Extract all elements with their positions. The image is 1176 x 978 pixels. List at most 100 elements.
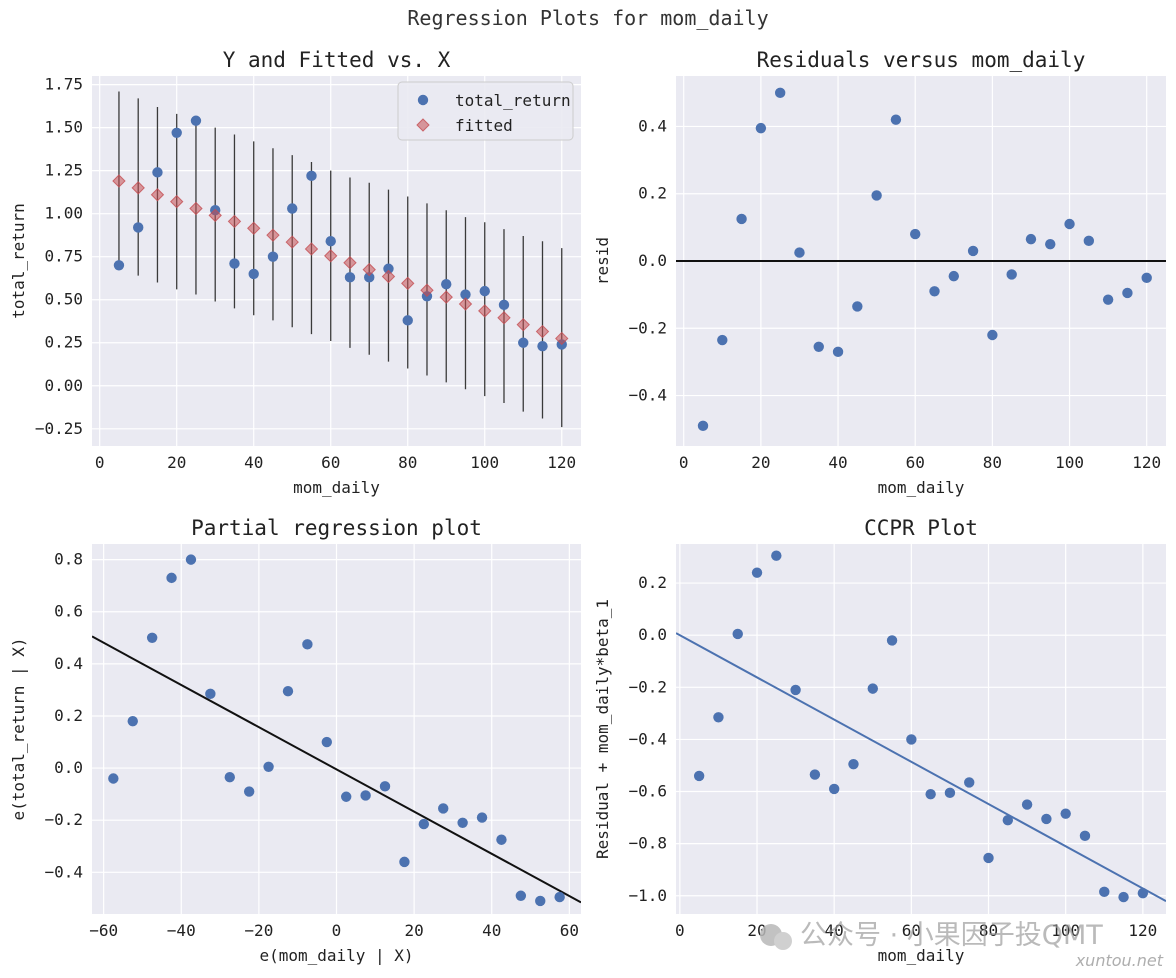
subplot-title: Partial regression plot — [191, 516, 482, 540]
data-point-fitted — [458, 297, 473, 311]
data-point — [964, 777, 975, 788]
data-point-fitted — [189, 201, 203, 216]
data-point — [127, 715, 138, 727]
data-point — [1122, 287, 1133, 299]
data-point — [1064, 218, 1075, 230]
data-point-total-return — [306, 170, 317, 182]
data-point-total-return — [537, 340, 548, 352]
data-point-fitted — [535, 324, 550, 339]
data-point-total-return — [344, 272, 356, 283]
y-tick-label: −0.4 — [628, 386, 667, 405]
data-point — [205, 688, 216, 700]
subplot-3: −60 −40 −20 0 20 40 60 −0.4 −0.2 0.0 0.2 0.4 0.6 0.8 P… — [9, 516, 581, 965]
y-tick-label: −1.0 — [628, 886, 667, 905]
data-point — [302, 639, 313, 650]
data-point — [732, 628, 743, 640]
data-point — [496, 834, 507, 845]
x-tick-label: 0 — [95, 453, 105, 472]
x-tick-label: 60 — [902, 921, 921, 940]
y-tick-label: 0.2 — [638, 184, 667, 203]
data-point-fitted — [112, 174, 126, 188]
y-tick-label: −0.25 — [35, 419, 83, 438]
y-tick-label: 0.50 — [44, 290, 83, 309]
x-tick-label: 100 — [1055, 453, 1084, 472]
subplot-panels: 0 20 40 60 80 100 120−0.250.000.250.500.751.00… — [9, 48, 1166, 965]
legend-label: fitted — [455, 116, 513, 135]
legend-marker-total-return — [417, 94, 429, 106]
legend-label: total_return — [455, 91, 571, 110]
legend-marker-fitted — [416, 118, 430, 132]
data-point-fitted — [555, 331, 569, 346]
data-point — [1060, 808, 1071, 819]
subplot-2: 0 20 40 60 80 100 120 −0.4 −0.2 0.0 0.2 0.4 Residual… — [593, 48, 1166, 497]
data-point-total-return — [402, 315, 413, 326]
data-point — [438, 803, 449, 814]
data-point — [1021, 799, 1033, 810]
data-point — [379, 781, 391, 792]
data-point — [1006, 269, 1017, 280]
data-point — [185, 554, 197, 565]
data-point — [1041, 813, 1052, 825]
data-point — [713, 712, 724, 723]
data-point-total-return — [267, 251, 279, 262]
data-point — [771, 550, 782, 561]
data-point-fitted — [247, 221, 261, 236]
data-point — [751, 567, 763, 578]
data-point-total-return — [498, 299, 510, 311]
data-point-fitted — [170, 194, 184, 209]
data-point — [790, 684, 801, 696]
x-axis-label: e(mom_daily | X) — [259, 946, 413, 965]
y-tick-label: 0.4 — [54, 654, 83, 673]
y-tick-label: 0.6 — [54, 602, 83, 621]
plot-area — [676, 544, 1166, 914]
fit-line — [676, 632, 1166, 903]
y-tick-label: 0.00 — [44, 376, 83, 395]
y-tick-label: 1.75 — [44, 75, 83, 94]
data-point — [341, 791, 352, 802]
data-point — [987, 329, 998, 341]
data-point-fitted — [343, 256, 357, 270]
data-point — [1002, 814, 1014, 826]
figure-suptitle: Regression Plots for mom_daily — [407, 6, 768, 30]
y-axis-label: total_return — [9, 203, 28, 319]
x-tick-label: 100 — [1051, 921, 1080, 940]
data-point — [983, 852, 994, 864]
data-point — [1079, 830, 1091, 842]
x-axis-label: mom_daily — [293, 478, 380, 497]
data-point-total-return — [229, 258, 240, 269]
y-tick-label: 1.00 — [44, 204, 83, 223]
data-point — [282, 686, 294, 697]
plot-content — [676, 87, 1166, 432]
data-point — [886, 635, 898, 646]
data-point-fitted — [439, 290, 453, 304]
x-tick-label: 120 — [1132, 453, 1161, 472]
data-point-fitted — [266, 228, 280, 242]
y-tick-label: 0.2 — [54, 706, 83, 725]
x-tick-label: 80 — [979, 921, 998, 940]
data-point-total-return — [383, 263, 394, 274]
data-point — [925, 788, 936, 800]
data-point — [774, 87, 786, 99]
data-point — [515, 890, 527, 901]
data-point — [794, 247, 805, 258]
y-tick-label: 0.0 — [638, 251, 667, 270]
data-point-fitted — [497, 311, 511, 325]
x-tick-label: 40 — [825, 921, 844, 940]
data-point-total-return — [479, 285, 490, 297]
y-tick-label: −0.2 — [628, 318, 667, 337]
data-point — [809, 769, 821, 780]
y-tick-label: 0.0 — [638, 625, 667, 644]
x-tick-label: 120 — [547, 453, 576, 472]
y-tick-label: 0.2 — [638, 573, 667, 592]
data-point — [906, 734, 917, 745]
data-point — [828, 783, 840, 795]
x-tick-label: 60 — [321, 453, 340, 472]
y-tick-label: −0.6 — [628, 782, 667, 801]
subplot-title: CCPR Plot — [864, 516, 978, 540]
data-point — [399, 856, 410, 868]
x-tick-label: 100 — [470, 453, 499, 472]
data-point-fitted — [478, 304, 492, 318]
data-point-fitted — [150, 188, 165, 202]
data-point — [1118, 891, 1129, 903]
y-tick-label: 1.50 — [44, 118, 83, 137]
